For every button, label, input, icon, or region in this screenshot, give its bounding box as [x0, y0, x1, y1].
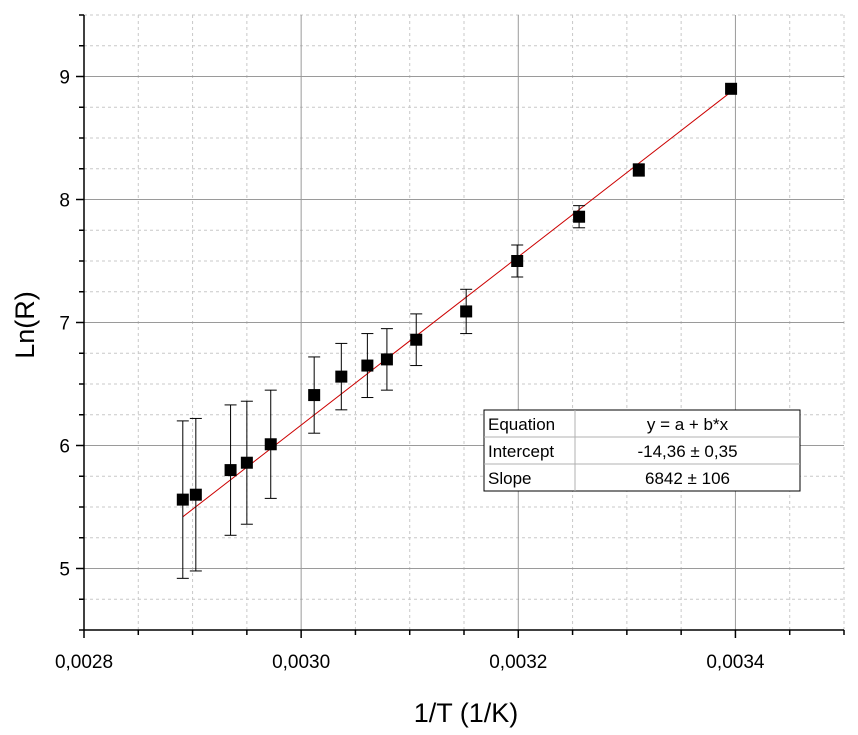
- table-row-label: Equation: [488, 415, 555, 434]
- x-tick-label: 0,0034: [706, 652, 765, 673]
- data-point: [224, 464, 237, 477]
- data-points: [176, 82, 738, 506]
- data-point: [189, 488, 202, 501]
- table-frame: [483, 409, 801, 492]
- table-row-label: Intercept: [488, 442, 554, 461]
- fit-results-table: Equation y = a + b*x Intercept -14,36 ± 0,3…: [483, 409, 801, 492]
- table-row-value: -14,36 ± 0,35: [637, 442, 737, 461]
- data-point: [410, 333, 423, 346]
- data-point: [335, 370, 348, 383]
- data-point: [632, 163, 645, 176]
- table-row-value: y = a + b*x: [647, 415, 729, 434]
- y-axis-title: Ln(R): [10, 291, 40, 359]
- data-point: [240, 456, 253, 469]
- data-point: [361, 359, 374, 372]
- table-row-value: 6842 ± 106: [645, 469, 730, 488]
- x-tick-label: 0,0032: [489, 652, 547, 673]
- table-row-label: Slope: [488, 469, 531, 488]
- y-tick-labels: 5 6 7 8 9: [59, 68, 70, 581]
- data-point: [460, 305, 473, 318]
- data-point: [380, 353, 393, 366]
- x-tick-label: 0,0028: [55, 652, 113, 673]
- y-tick-label: 9: [59, 68, 70, 89]
- data-point: [264, 438, 277, 451]
- x-tick-label: 0,0030: [272, 652, 330, 673]
- data-point: [725, 82, 738, 95]
- data-point: [511, 255, 524, 267]
- x-axis-title: 1/T (1/K): [414, 698, 519, 728]
- y-tick-label: 8: [59, 191, 70, 212]
- y-tick-label: 6: [59, 437, 70, 458]
- data-point: [308, 389, 321, 402]
- y-tick-label: 7: [59, 314, 70, 335]
- axes: [76, 14, 845, 638]
- y-tick-label: 5: [59, 560, 70, 581]
- x-tick-labels: 0,0028 0,0030 0,0032 0,0034: [55, 652, 765, 673]
- data-point: [573, 210, 586, 223]
- data-point: [176, 493, 189, 506]
